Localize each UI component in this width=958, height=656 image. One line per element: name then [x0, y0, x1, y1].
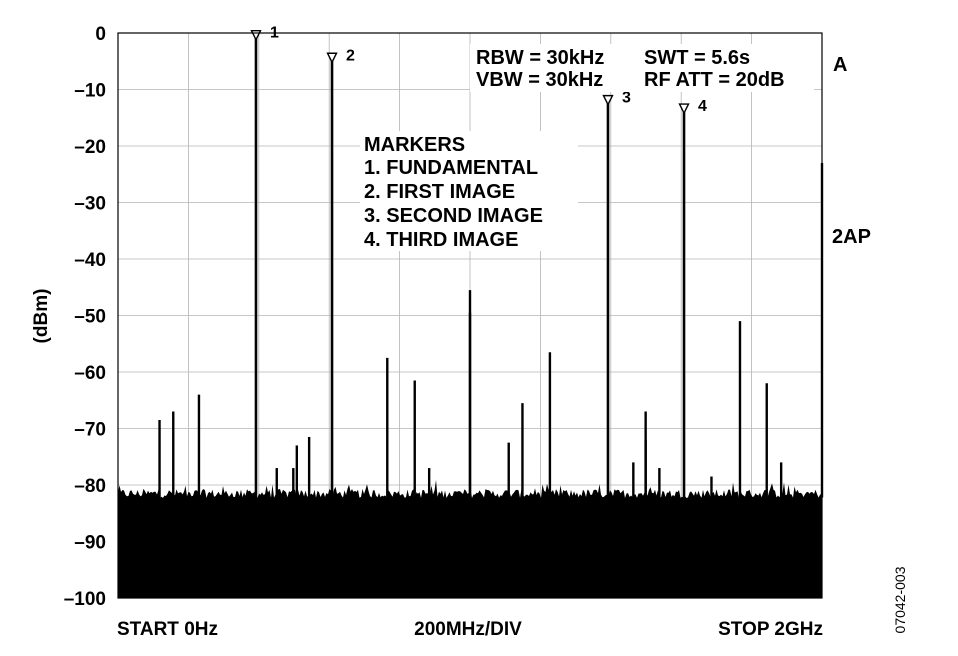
- y-axis-ticks: 0 –10 –20 –30 –40 –50 –60 –70 –80 –90 –100: [64, 24, 106, 610]
- marker-label: 3: [622, 90, 631, 107]
- legend-box: [360, 131, 578, 251]
- y-tick-label: –40: [74, 250, 106, 271]
- legend-entry: 3. SECOND IMAGE: [364, 205, 543, 227]
- marker-label: 2: [346, 47, 355, 64]
- y-tick-label: –30: [74, 194, 106, 215]
- plot-frame: [117, 32, 823, 599]
- x-stop-label: STOP 2GHz: [718, 619, 823, 640]
- legend-title: MARKERS: [364, 134, 465, 156]
- figure-code: 07042-003: [892, 566, 908, 633]
- x-division-label: 200MHz/DIV: [414, 619, 522, 640]
- rbw-setting: RBW = 30kHz: [476, 47, 604, 69]
- y-tick-label: –10: [74, 81, 106, 102]
- y-axis-label: (dBm): [31, 289, 52, 344]
- y-tick-label: –50: [74, 307, 106, 328]
- att-setting: RF ATT = 20dB: [644, 69, 785, 91]
- marker-triangle: [326, 52, 338, 64]
- legend-entry: 1. FUNDAMENTAL: [364, 157, 538, 179]
- marker-triangle: [678, 103, 690, 115]
- swt-setting: SWT = 5.6s: [644, 47, 750, 69]
- trace-label: A: [833, 54, 847, 76]
- y-tick-label: –80: [74, 476, 106, 497]
- vbw-setting: VBW = 30kHz: [476, 69, 603, 91]
- legend-entry: 4. THIRD IMAGE: [364, 229, 518, 251]
- marker-label: 4: [698, 98, 707, 115]
- legend-entry: 2. FIRST IMAGE: [364, 181, 515, 203]
- settings-box: [470, 44, 814, 92]
- marker-lines: 123 4: [250, 25, 707, 498]
- detector-label: 2AP: [832, 226, 871, 248]
- y-tick-label: –90: [74, 533, 106, 554]
- y-tick-label: –60: [74, 363, 106, 384]
- x-start-label: START 0Hz: [117, 619, 218, 640]
- noise-floor-fill: [118, 479, 822, 598]
- noise-floor: [118, 479, 822, 598]
- y-tick-label: –100: [64, 589, 106, 610]
- y-tick-label: 0: [95, 24, 106, 45]
- y-tick-label: –20: [74, 137, 106, 158]
- marker-triangle: [602, 94, 614, 107]
- y-tick-label: –70: [74, 420, 106, 441]
